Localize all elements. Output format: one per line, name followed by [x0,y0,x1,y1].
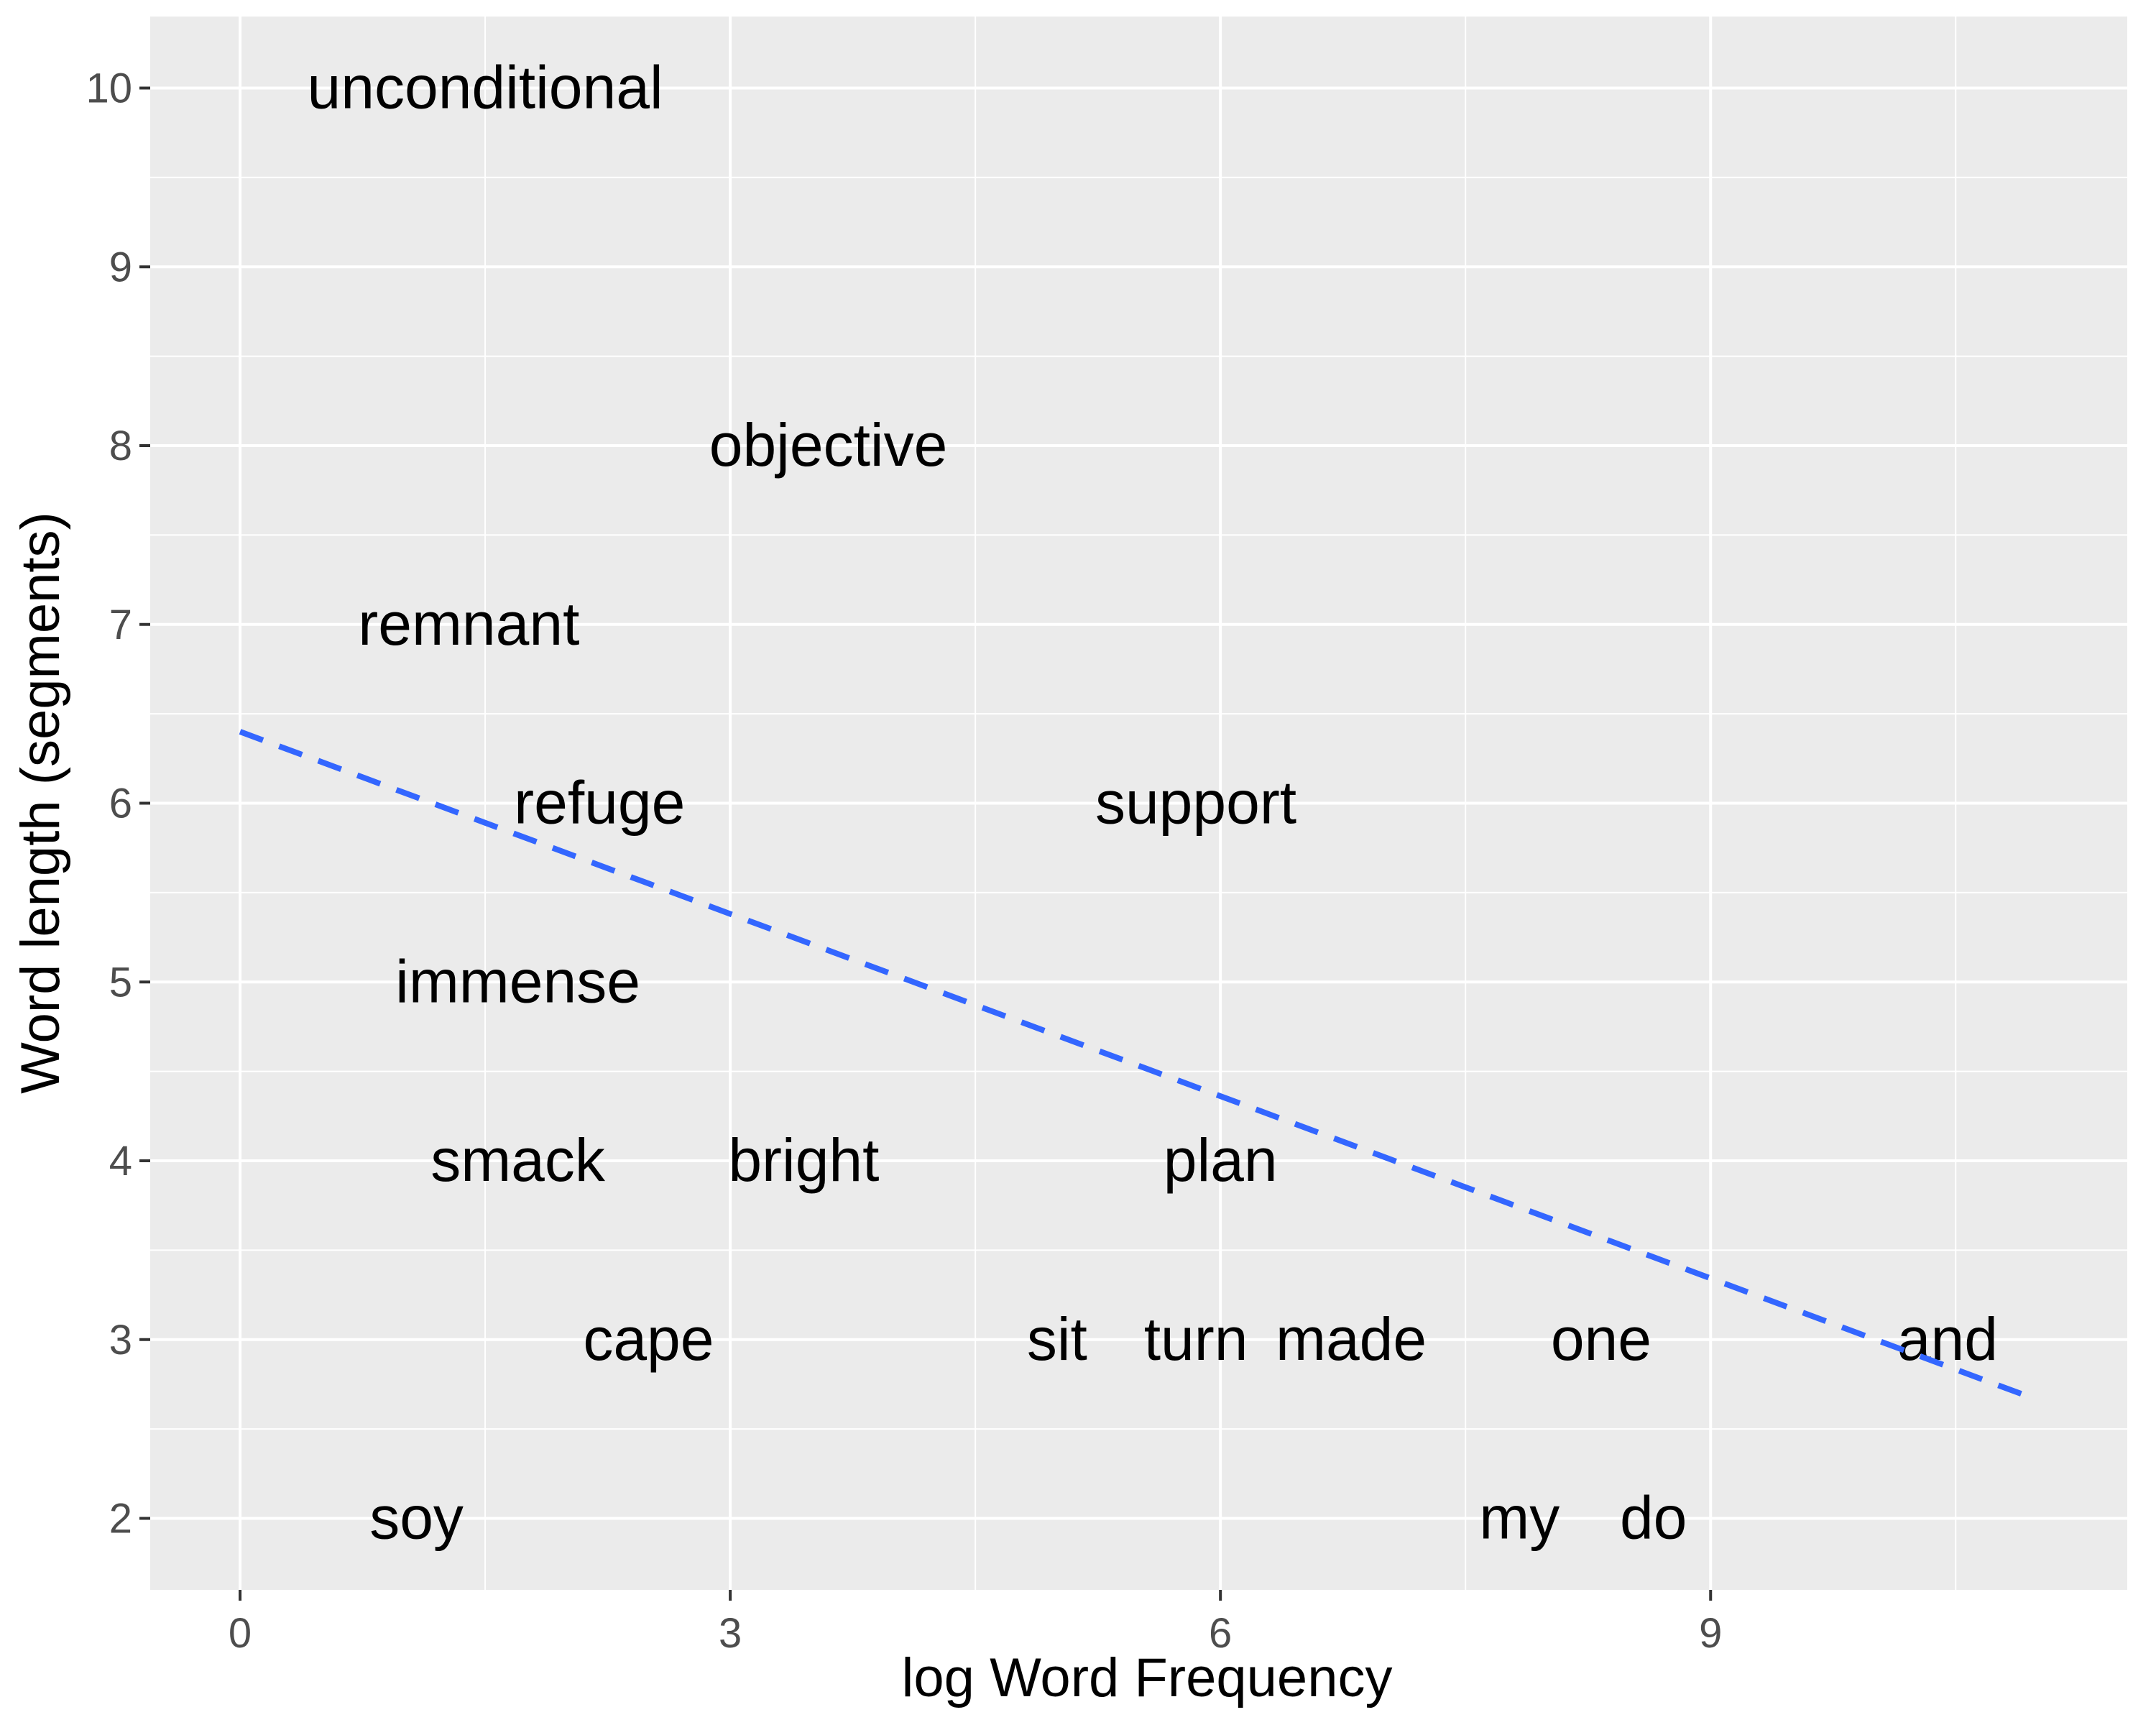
x-tick-label: 9 [1699,1610,1722,1657]
word-label-smack: smack [430,1126,606,1194]
x-tick-label: 0 [229,1610,252,1657]
word-label-do: do [1620,1484,1687,1552]
word-label-sit: sit [1027,1305,1087,1373]
word-label-and: and [1897,1305,1998,1373]
word-label-one: one [1551,1305,1651,1373]
major-grid [150,17,2127,1590]
x-axis-title: log Word Frequency [902,1647,1393,1708]
x-axis: 0 3 6 9 [229,1590,1722,1657]
y-tick-label: 6 [109,781,132,827]
word-label-plan: plan [1164,1126,1278,1194]
y-axis-title: Word length (segments) [10,512,71,1094]
y-tick-label: 5 [109,959,132,1006]
y-tick-label: 10 [86,65,132,112]
word-label-bright: bright [728,1126,879,1194]
x-tick-label: 6 [1209,1610,1232,1657]
word-label-remnant: remnant [358,590,579,658]
word-label-immense: immense [395,947,640,1015]
word-label-my: my [1479,1484,1560,1552]
y-tick-label: 3 [109,1317,132,1363]
y-tick-label: 4 [109,1138,132,1184]
word-label-turn: turn [1144,1305,1248,1373]
trend-line [239,729,2030,1400]
word-label-refuge: refuge [514,769,685,837]
word-label-made: made [1276,1305,1427,1373]
word-label-unconditional: unconditional [308,54,663,121]
word-label-soy: soy [369,1484,464,1552]
y-tick-label: 8 [109,423,132,469]
word-label-support: support [1095,769,1296,837]
x-tick-label: 3 [719,1610,742,1657]
y-tick-label: 9 [109,244,132,290]
word-label-objective: objective [709,411,948,479]
y-tick-label: 2 [109,1496,132,1542]
word-label-cape: cape [583,1305,714,1373]
word-labels: unconditional objective remnant refuge suppo… [308,54,1998,1552]
y-tick-label: 7 [109,602,132,648]
y-axis: 2 3 4 5 6 7 8 9 10 [86,65,150,1542]
